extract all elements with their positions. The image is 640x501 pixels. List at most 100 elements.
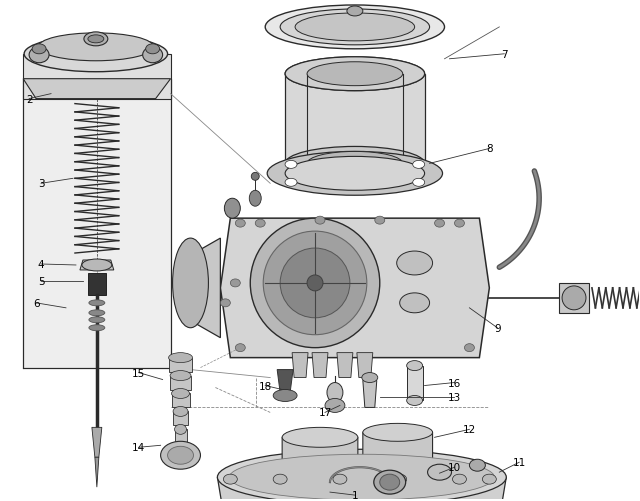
Polygon shape	[337, 353, 353, 378]
Text: 6: 6	[33, 298, 40, 308]
Ellipse shape	[363, 423, 433, 441]
Bar	[170, 376, 191, 390]
Ellipse shape	[220, 299, 230, 307]
Ellipse shape	[413, 161, 425, 169]
Ellipse shape	[315, 217, 325, 224]
Ellipse shape	[327, 383, 343, 403]
Ellipse shape	[273, 474, 287, 484]
Text: 15: 15	[132, 368, 145, 378]
Text: 3: 3	[38, 179, 44, 189]
Ellipse shape	[223, 474, 237, 484]
Ellipse shape	[285, 147, 424, 181]
Text: 4: 4	[38, 260, 44, 270]
Bar	[88, 274, 106, 295]
Text: 11: 11	[513, 457, 526, 467]
Ellipse shape	[280, 10, 429, 46]
Ellipse shape	[230, 280, 240, 287]
Ellipse shape	[307, 276, 323, 291]
Ellipse shape	[146, 45, 159, 55]
Ellipse shape	[393, 474, 406, 484]
Polygon shape	[559, 284, 589, 313]
Polygon shape	[312, 353, 328, 378]
Ellipse shape	[285, 58, 424, 92]
Ellipse shape	[406, 396, 422, 406]
Text: 1: 1	[351, 490, 358, 500]
Polygon shape	[23, 80, 171, 99]
Text: 10: 10	[448, 462, 461, 472]
Ellipse shape	[374, 470, 406, 494]
Text: 2: 2	[26, 94, 33, 104]
Ellipse shape	[465, 344, 474, 352]
Polygon shape	[175, 238, 220, 338]
Ellipse shape	[362, 373, 378, 383]
Polygon shape	[218, 477, 506, 501]
Ellipse shape	[375, 217, 385, 224]
Text: 7: 7	[501, 50, 508, 60]
Bar	[173, 412, 188, 425]
Polygon shape	[363, 432, 433, 474]
Ellipse shape	[250, 219, 380, 348]
Ellipse shape	[562, 287, 586, 310]
Ellipse shape	[380, 474, 400, 490]
Text: 14: 14	[132, 442, 145, 452]
Ellipse shape	[333, 474, 347, 484]
Ellipse shape	[84, 33, 108, 47]
Bar	[172, 394, 189, 408]
Ellipse shape	[282, 427, 358, 447]
Ellipse shape	[170, 371, 191, 381]
Ellipse shape	[280, 248, 350, 318]
Ellipse shape	[483, 474, 497, 484]
Ellipse shape	[29, 48, 49, 64]
Ellipse shape	[452, 474, 467, 484]
Ellipse shape	[413, 179, 425, 187]
Text: 8: 8	[486, 144, 493, 154]
Polygon shape	[292, 353, 308, 378]
Ellipse shape	[397, 252, 433, 276]
Bar	[175, 429, 186, 443]
Polygon shape	[95, 457, 99, 487]
Polygon shape	[220, 219, 490, 358]
Ellipse shape	[285, 161, 297, 169]
Ellipse shape	[161, 441, 200, 469]
Ellipse shape	[252, 173, 259, 181]
Ellipse shape	[307, 63, 403, 87]
Text: 13: 13	[448, 393, 461, 403]
Text: 12: 12	[463, 424, 476, 434]
Ellipse shape	[265, 6, 445, 50]
Ellipse shape	[173, 238, 209, 328]
Ellipse shape	[285, 179, 297, 187]
Ellipse shape	[400, 293, 429, 313]
Ellipse shape	[32, 45, 46, 55]
Ellipse shape	[225, 199, 240, 219]
Ellipse shape	[38, 34, 154, 62]
Ellipse shape	[428, 464, 451, 480]
Ellipse shape	[268, 152, 442, 196]
Text: 16: 16	[448, 378, 461, 388]
Polygon shape	[277, 370, 293, 393]
Ellipse shape	[297, 62, 413, 88]
Ellipse shape	[218, 449, 506, 501]
Ellipse shape	[236, 220, 245, 227]
Ellipse shape	[89, 300, 105, 306]
Ellipse shape	[454, 220, 465, 227]
Polygon shape	[285, 75, 424, 164]
Ellipse shape	[406, 361, 422, 371]
Text: 17: 17	[318, 408, 332, 417]
Ellipse shape	[295, 14, 415, 42]
Polygon shape	[23, 80, 171, 368]
Ellipse shape	[89, 310, 105, 316]
Ellipse shape	[88, 36, 104, 44]
Ellipse shape	[175, 424, 186, 434]
Ellipse shape	[236, 344, 245, 352]
Ellipse shape	[143, 48, 163, 64]
Ellipse shape	[168, 353, 193, 363]
Ellipse shape	[273, 390, 297, 402]
Ellipse shape	[263, 231, 367, 335]
Polygon shape	[23, 55, 171, 99]
Ellipse shape	[469, 459, 485, 471]
Ellipse shape	[173, 407, 188, 416]
Text: 9: 9	[494, 323, 500, 333]
Ellipse shape	[89, 325, 105, 331]
Ellipse shape	[347, 7, 363, 17]
Ellipse shape	[172, 389, 189, 399]
